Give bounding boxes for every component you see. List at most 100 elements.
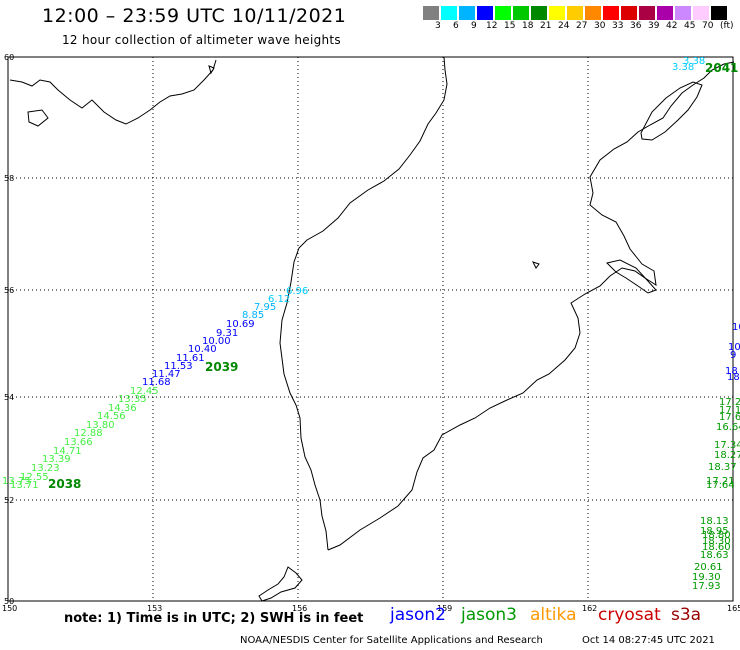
wave-height-value: 13.39: [42, 454, 71, 465]
color-scale-label: 70: [702, 21, 714, 31]
color-scale-label: 3: [435, 21, 441, 31]
color-scale-swatches: [423, 6, 740, 20]
color-swatch: [693, 6, 709, 20]
wave-height-value: 6.12: [268, 294, 290, 305]
wave-height-value: 9: [730, 350, 736, 361]
lat-lon-grid: [7, 56, 734, 602]
wave-height-value: 14.56: [97, 411, 126, 422]
wave-height-value: 18.30: [702, 536, 731, 547]
kamchatka-east-coast: [327, 61, 735, 551]
wave-height-value: 3.38: [683, 56, 705, 67]
color-scale-label: 18: [522, 21, 534, 31]
color-swatch: [549, 6, 565, 20]
wave-height-value: 7.95: [254, 302, 276, 313]
color-scale-unit: (ft): [720, 21, 734, 31]
wave-height-value: 10.40: [188, 344, 217, 355]
wave-height-value: 18.13: [700, 516, 729, 527]
wave-height-value: 18.95: [700, 526, 729, 537]
wave-height-value: 13.71: [10, 480, 39, 491]
wave-height-value: 11.47: [152, 369, 181, 380]
longitude-label: 153: [147, 604, 162, 613]
wave-height-value: 18.63: [700, 550, 729, 561]
color-scale-label: 21: [540, 21, 552, 31]
color-swatch: [423, 6, 439, 20]
wave-height-value: 18.37: [708, 462, 737, 473]
color-scale-label: 33: [612, 21, 624, 31]
color-swatch: [477, 6, 493, 20]
color-scale-label: 30: [594, 21, 606, 31]
okhotsk-small-island: [27, 109, 49, 127]
wave-height-value: 17.2: [719, 397, 740, 408]
wave-height-value: 17.93: [692, 581, 721, 592]
wave-height-value: 12.55: [20, 472, 49, 483]
wave-height-value: 17.6: [719, 412, 740, 423]
wave-height-value: 11.61: [176, 353, 205, 364]
wave-height-value: 9.31: [216, 328, 238, 339]
wave-height-points: 6.966.127.958.8510.699.3110.0010.4011.61…: [2, 56, 740, 592]
pass-number-labels: 2038 2039 2041: [48, 61, 738, 491]
color-swatch: [603, 6, 619, 20]
color-scale-label: 36: [630, 21, 642, 31]
wave-height-value: 11.53: [164, 361, 193, 372]
kamchatka-inland-feature: [606, 259, 657, 294]
color-scale-label: 27: [576, 21, 588, 31]
wave-height-value: 12.88: [74, 428, 103, 439]
legend-cryosat: cryosat: [598, 605, 661, 625]
legend-altika: altika: [530, 605, 577, 625]
wave-height-value: 13.35: [118, 394, 147, 405]
color-swatch: [639, 6, 655, 20]
color-scale-label: 12: [486, 21, 498, 31]
color-swatch: [459, 6, 475, 20]
longitude-label: 162: [582, 604, 597, 613]
latitude-label: 52: [4, 496, 14, 505]
footer-timestamp: Oct 14 08:27:45 UTC 2021: [582, 635, 715, 646]
color-scale-label: 15: [504, 21, 516, 31]
color-swatch: [513, 6, 529, 20]
pass-number-label: 2038: [48, 477, 81, 491]
map-subtitle: 12 hour collection of altimeter wave hei…: [62, 33, 341, 47]
wave-height-value: 18.60: [702, 542, 731, 553]
wave-height-value: 17.21: [706, 476, 735, 487]
kamchatka-west-coast: [279, 56, 448, 551]
wave-height-value: 13.80: [86, 420, 115, 431]
kuril-islands: [258, 566, 303, 602]
wave-height-value: 16.64: [716, 422, 740, 433]
color-scale-legend: 3 6 9 12 15 18 21 24 27 30 33 36 39 42 45 70 (ft): [423, 6, 740, 32]
longitude-label: 150: [2, 604, 17, 613]
pass-number-label: 2041: [705, 61, 738, 75]
legend-s3a: s3a: [671, 605, 702, 625]
wave-height-value: 6.96: [286, 286, 308, 297]
color-swatch: [675, 6, 691, 20]
wave-height-value: 19.30: [692, 572, 721, 583]
wave-height-value: 10.00: [202, 336, 231, 347]
wave-height-value: 18.80: [702, 530, 731, 541]
footer-credit: NOAA/NESDIS Center for Satellite Applica…: [240, 635, 543, 646]
wave-height-value: 14.36: [108, 403, 137, 414]
wave-height-value: 17.64: [706, 480, 735, 491]
color-scale-label: 24: [558, 21, 570, 31]
coastline: [9, 56, 735, 602]
okhotsk-islet: [208, 65, 215, 75]
wave-height-value: 10: [732, 322, 740, 333]
latitude-label: 58: [4, 174, 14, 183]
latitude-label: 50: [4, 597, 14, 606]
wave-height-value: 17.34: [714, 440, 740, 451]
karaginsky-island: [640, 81, 703, 141]
color-swatch: [711, 6, 727, 20]
wave-height-value: 13.66: [64, 437, 93, 448]
legend-jason2: jason2: [390, 605, 446, 625]
color-scale-label: 9: [471, 21, 477, 31]
wave-height-value: 8.85: [242, 310, 264, 321]
color-scale-label: 6: [453, 21, 459, 31]
color-scale-labels: 3 6 9 12 15 18 21 24 27 30 33 36 39 42 45 70 (ft): [423, 20, 740, 32]
color-swatch: [621, 6, 637, 20]
color-swatch: [585, 6, 601, 20]
wave-height-value: 10: [728, 342, 740, 353]
longitude-label: 165: [727, 604, 740, 613]
color-swatch: [531, 6, 547, 20]
wave-height-value: 10.69: [226, 319, 255, 330]
pass-number-label: 2039: [205, 360, 238, 374]
color-swatch: [567, 6, 583, 20]
color-scale-label: 39: [648, 21, 660, 31]
